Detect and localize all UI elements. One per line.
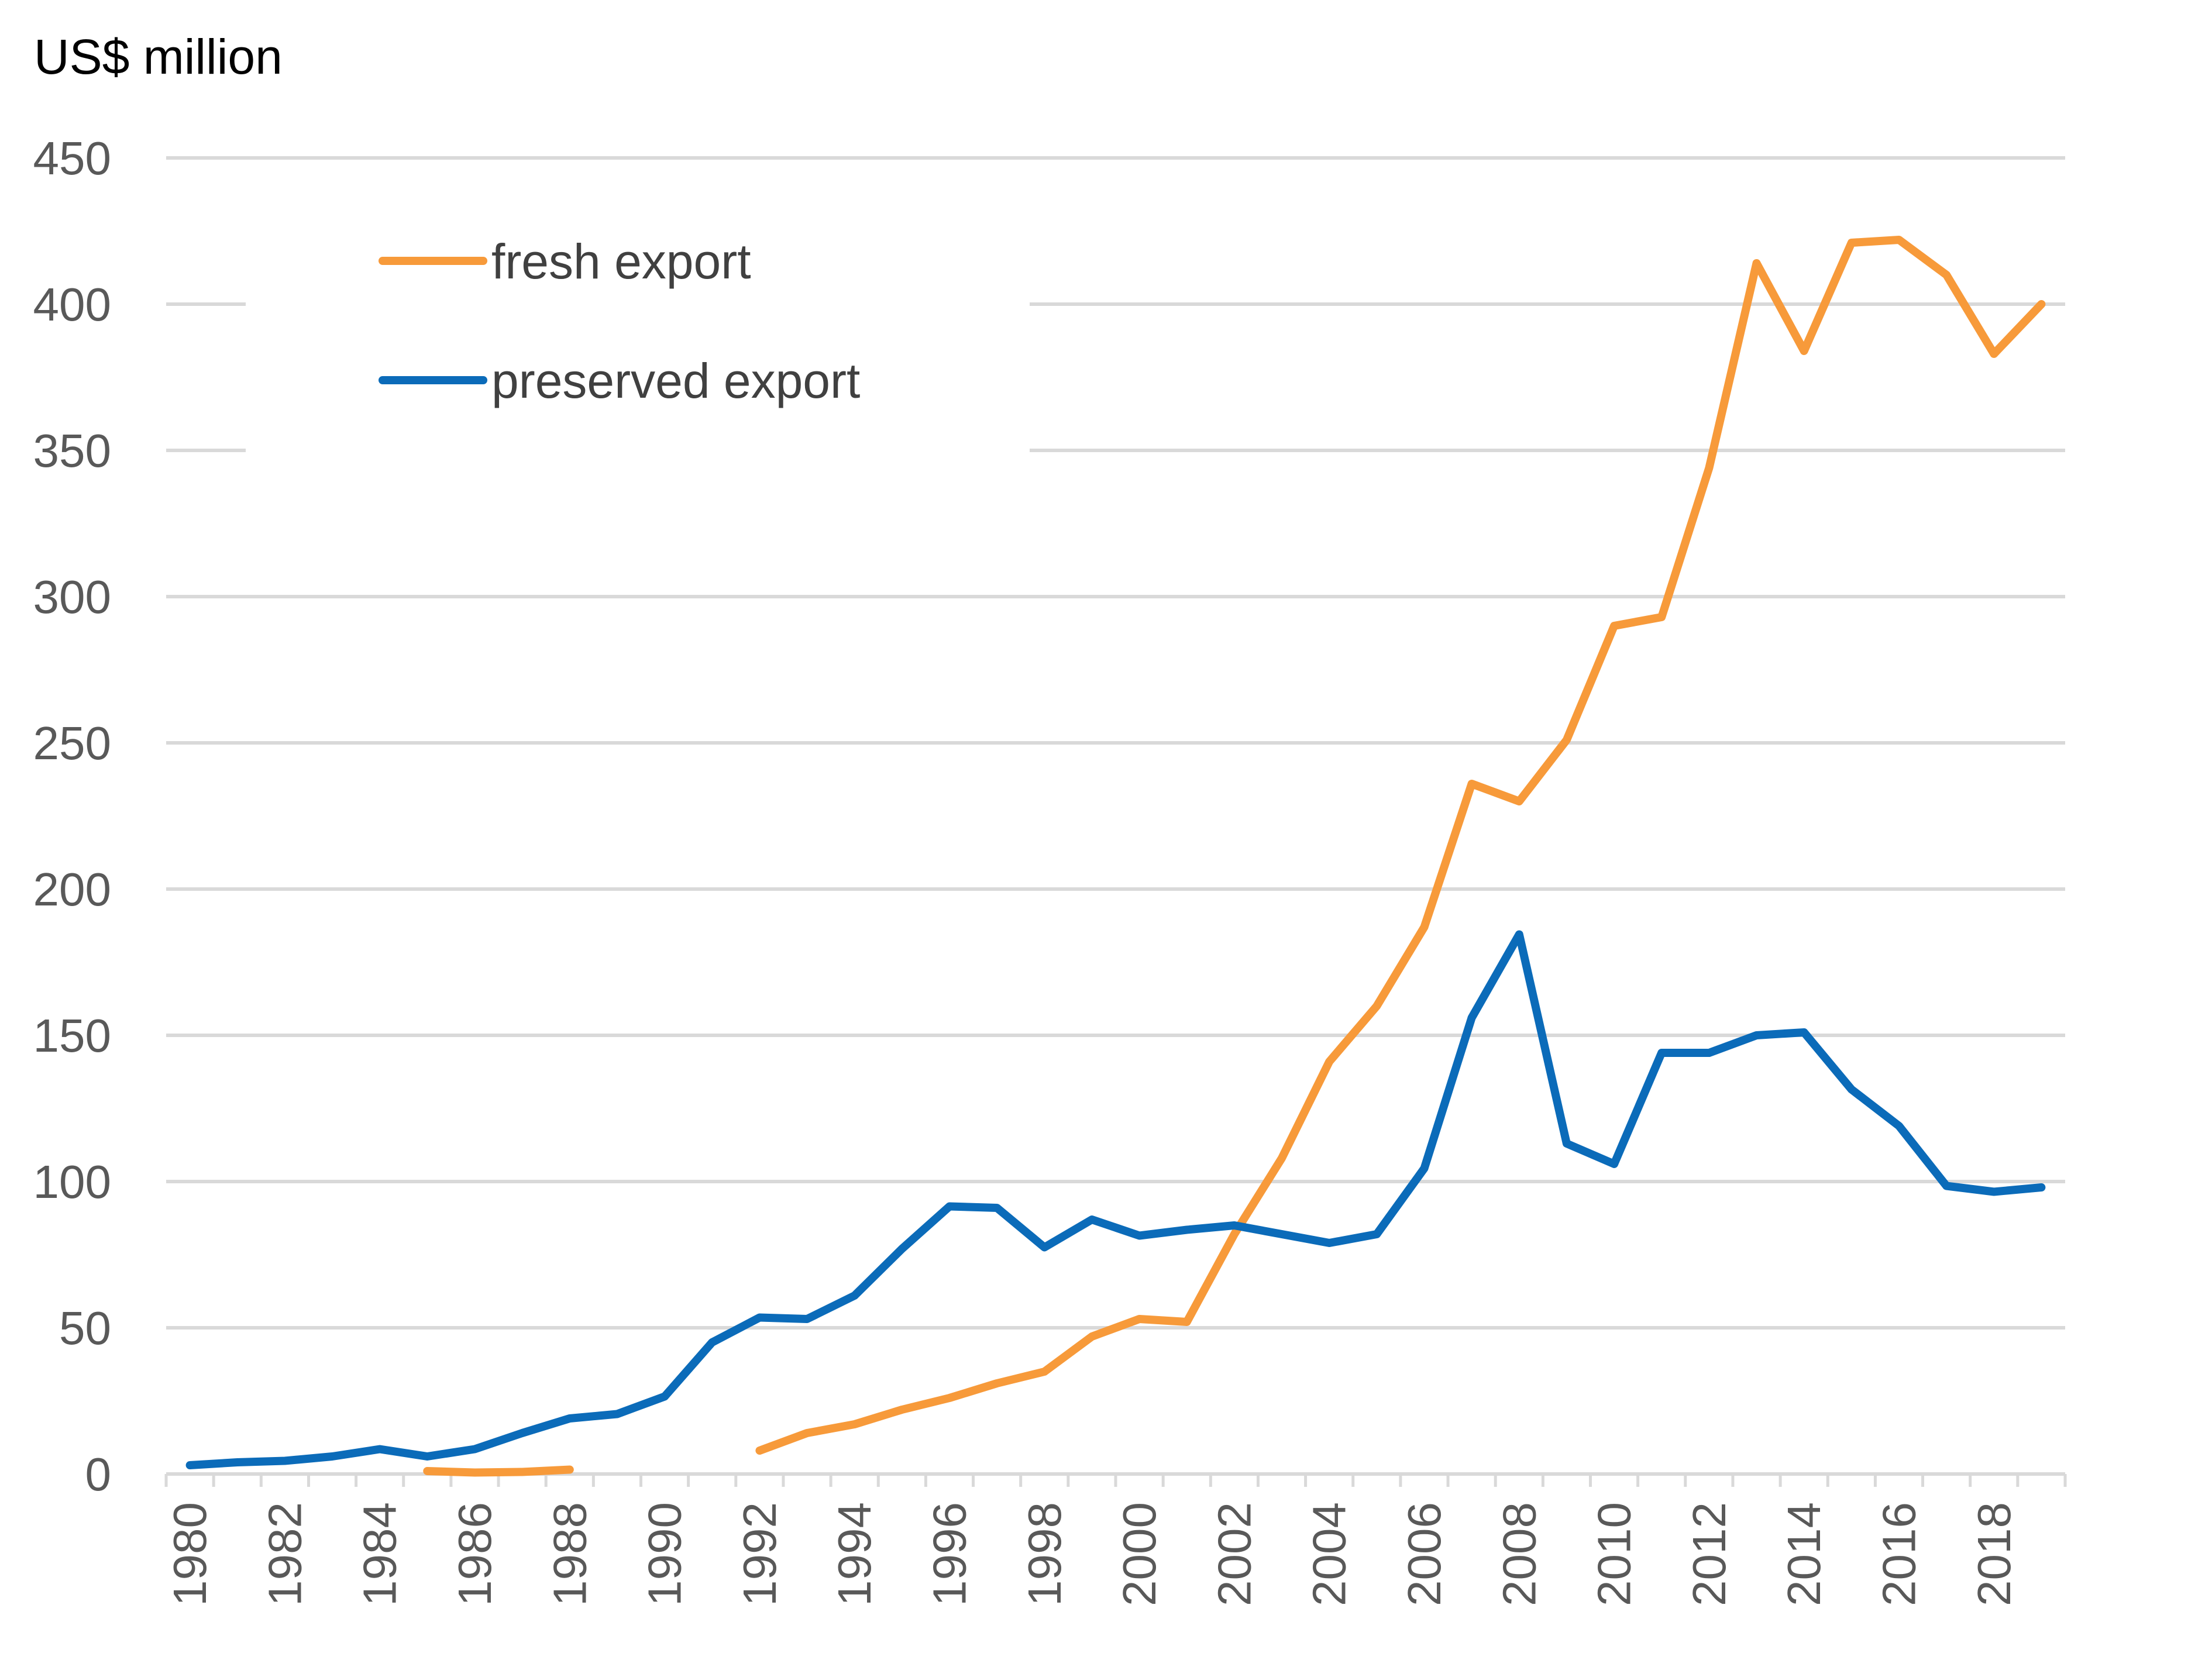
y-axis-ticks: 0 50 100 150 200 250 300 350 400 450 — [33, 132, 111, 1500]
x-tick-label: 2012 — [1683, 1502, 1735, 1606]
x-tick-label: 1982 — [259, 1502, 311, 1606]
series-line-preserved-export — [185, 930, 2046, 1469]
x-tick-label: 1990 — [639, 1502, 691, 1606]
y-axis-unit-label: US$ million — [34, 29, 283, 84]
x-tick-label: 2014 — [1778, 1502, 1830, 1606]
x-axis-ticks: 1980 1982 1984 1986 1988 1990 1992 1994 1996 1998… — [164, 1502, 2020, 1606]
x-tick-label: 1998 — [1019, 1502, 1071, 1606]
y-tick-label: 250 — [33, 717, 111, 769]
series-layer — [185, 236, 2046, 1477]
legend: fresh export preserved export — [246, 199, 1030, 456]
x-tick-label: 2002 — [1208, 1502, 1260, 1606]
x-tick-label: 2006 — [1398, 1502, 1450, 1606]
x-tick-label: 2000 — [1113, 1502, 1165, 1606]
x-tick-label: 2016 — [1873, 1502, 1925, 1606]
x-tick-label: 1994 — [828, 1502, 880, 1606]
series-line-fresh-export — [423, 236, 2046, 1477]
x-tick-label: 1980 — [164, 1502, 216, 1606]
x-tick-label: 1986 — [449, 1502, 501, 1606]
y-tick-label: 450 — [33, 132, 111, 184]
y-tick-label: 0 — [85, 1448, 112, 1500]
y-tick-label: 50 — [59, 1302, 111, 1354]
x-tick-label: 2018 — [1968, 1502, 2020, 1606]
y-tick-label: 150 — [33, 1010, 111, 1062]
y-tick-label: 200 — [33, 863, 111, 915]
y-tick-label: 100 — [33, 1156, 111, 1208]
y-tick-label: 300 — [33, 571, 111, 623]
x-tick-label: 1996 — [923, 1502, 975, 1606]
x-tick-label: 2004 — [1303, 1502, 1356, 1606]
legend-label-preserved-export: preserved export — [491, 353, 860, 408]
y-tick-label: 350 — [33, 425, 111, 477]
x-tick-label: 1984 — [354, 1502, 406, 1606]
x-tick-label: 1988 — [543, 1502, 596, 1606]
legend-label-fresh-export: fresh export — [491, 234, 751, 289]
x-tick-label: 2010 — [1588, 1502, 1640, 1606]
x-tick-label: 2008 — [1493, 1502, 1545, 1606]
legend-background — [246, 199, 1030, 456]
y-tick-label: 400 — [33, 278, 111, 330]
x-tick-label: 1992 — [734, 1502, 786, 1606]
